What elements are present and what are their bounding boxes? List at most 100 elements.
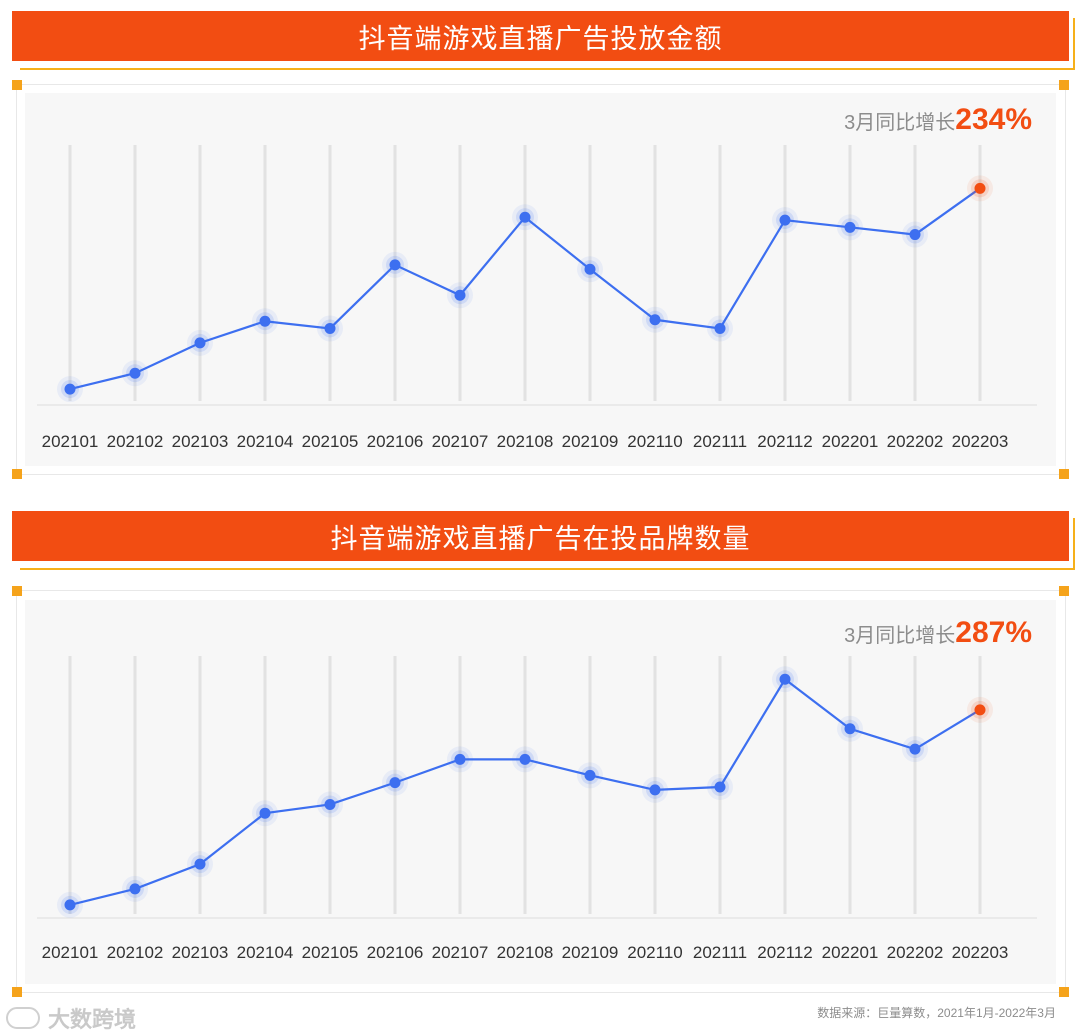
data-point xyxy=(122,875,148,902)
point-dot xyxy=(584,769,596,781)
data-point xyxy=(252,800,278,827)
logo-text: 大数跨境 xyxy=(48,1007,137,1032)
x-tick-label: 202107 xyxy=(432,432,489,451)
frame-corner xyxy=(1059,987,1069,997)
x-tick-label: 202106 xyxy=(367,943,424,962)
frame-corner xyxy=(1059,586,1069,596)
frame-corner xyxy=(12,586,22,596)
x-tick-label: 202109 xyxy=(562,943,619,962)
chart-2-frame xyxy=(16,590,1066,993)
x-tick-label: 202202 xyxy=(887,432,944,451)
data-point xyxy=(382,251,408,278)
point-dot xyxy=(324,322,336,334)
growth-value: 234% xyxy=(955,103,1032,136)
x-tick-label: 202110 xyxy=(627,432,682,451)
data-point xyxy=(902,221,928,248)
data-point xyxy=(707,315,733,342)
frame-corner xyxy=(12,469,22,479)
x-tick-label: 202203 xyxy=(952,432,1009,451)
data-point xyxy=(577,256,603,283)
chart-2-plot: 202101 202102 202103 202104 202105 202106 2021… xyxy=(37,656,1037,962)
point-dot xyxy=(389,259,401,271)
data-point xyxy=(187,851,213,878)
x-tick-label: 202102 xyxy=(107,432,164,451)
data-point xyxy=(447,282,473,309)
x-tick-label: 202105 xyxy=(302,943,359,962)
point-dot xyxy=(454,289,466,301)
chart-2-title: 抖音端游戏直播广告在投品牌数量 xyxy=(12,511,1069,561)
chart-1-title: 抖音端游戏直播广告投放金额 xyxy=(12,11,1069,61)
x-tick-label: 202103 xyxy=(172,943,229,962)
point-dot xyxy=(909,743,921,755)
point-dot xyxy=(714,322,726,334)
data-point xyxy=(837,214,863,241)
x-tick-label: 202109 xyxy=(562,432,619,451)
x-tick-label: 202201 xyxy=(822,432,879,451)
data-point xyxy=(707,774,733,800)
x-tick-label: 202103 xyxy=(172,432,229,451)
x-tick-label: 202102 xyxy=(107,943,164,962)
chart-1-frame xyxy=(16,84,1066,475)
point-dot xyxy=(129,883,141,895)
growth-label: 3月同比增长 xyxy=(844,625,956,647)
point-dot xyxy=(649,314,661,326)
x-tick-label: 202112 xyxy=(757,432,812,451)
logo-icon xyxy=(6,1007,40,1029)
frame-corner xyxy=(1059,80,1069,90)
title-banner-accent xyxy=(20,18,1075,70)
data-point xyxy=(57,891,83,918)
data-point xyxy=(772,666,798,693)
point-dot xyxy=(519,211,531,223)
x-tick-label: 202101 xyxy=(42,943,99,962)
point-dot xyxy=(64,383,76,395)
brand-logo: 大数跨境 xyxy=(6,1002,136,1034)
point-dot xyxy=(259,807,271,819)
x-tick-label: 202111 xyxy=(693,432,747,451)
x-tick-label: 202112 xyxy=(757,943,812,962)
point-dot xyxy=(844,221,856,233)
point-dot xyxy=(779,673,791,685)
x-tick-label: 202101 xyxy=(42,432,99,451)
point-dot xyxy=(389,777,401,789)
point-dot xyxy=(194,858,206,870)
data-point xyxy=(252,308,278,335)
chart-2-growth: 3月同比增长 287% xyxy=(844,616,1032,650)
x-tick-label: 202105 xyxy=(302,432,359,451)
point-dot xyxy=(844,723,856,735)
x-tick-label: 202104 xyxy=(237,432,294,451)
point-dot xyxy=(974,182,986,194)
x-tick-label: 202203 xyxy=(952,943,1009,962)
data-point xyxy=(447,746,473,773)
data-source: 数据来源：巨量算数，2021年1月-2022年3月 xyxy=(817,1006,1056,1020)
point-dot xyxy=(519,753,531,765)
data-point xyxy=(382,769,408,796)
point-dot xyxy=(454,753,466,765)
data-point xyxy=(317,791,343,818)
point-dot xyxy=(324,798,336,810)
data-point xyxy=(642,776,668,803)
x-tick-label: 202201 xyxy=(822,943,879,962)
x-tick-label: 202110 xyxy=(627,943,682,962)
x-tick-label: 202107 xyxy=(432,943,489,962)
data-point xyxy=(187,329,213,356)
frame-corner xyxy=(1059,469,1069,479)
x-tick-label: 202106 xyxy=(367,432,424,451)
x-tick-label: 202104 xyxy=(237,943,294,962)
chart-1-growth: 3月同比增长 234% xyxy=(844,103,1032,137)
x-tick-label: 202202 xyxy=(887,943,944,962)
point-dot xyxy=(714,781,726,793)
data-point xyxy=(512,204,538,231)
x-tick-label: 202108 xyxy=(497,943,554,962)
growth-label: 3月同比增长 xyxy=(844,112,956,134)
frame-corner xyxy=(12,80,22,90)
point-dot xyxy=(649,784,661,796)
data-point xyxy=(577,762,603,789)
point-dot xyxy=(259,315,271,327)
point-dot xyxy=(909,229,921,241)
title-banner-accent xyxy=(20,518,1075,570)
frame-corner xyxy=(12,987,22,997)
point-dot xyxy=(974,704,986,716)
data-point xyxy=(837,715,863,742)
data-point xyxy=(902,736,928,763)
data-point xyxy=(317,315,343,342)
